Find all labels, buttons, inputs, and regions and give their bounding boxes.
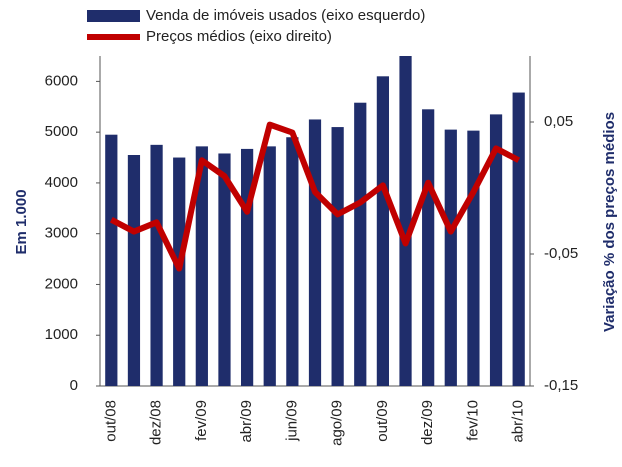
- bar: [286, 137, 299, 386]
- bar: [376, 76, 390, 387]
- bar: [331, 127, 344, 387]
- line: [109, 121, 521, 272]
- bar: [218, 153, 231, 386]
- legend-label: Venda de imóveis usados (eixo esquerdo): [146, 7, 425, 24]
- x-tick-label: dez/08: [148, 400, 165, 445]
- y2-tick-label: 0,05: [544, 113, 573, 130]
- legend-swatch: [87, 10, 140, 22]
- x-tick-label: abr/10: [510, 400, 527, 443]
- y-tick-label: 2000: [45, 275, 78, 292]
- y2-tick-label: -0,05: [544, 245, 578, 262]
- y-tick-label: 4000: [45, 174, 78, 191]
- y2-tick-label: -0,15: [544, 377, 578, 394]
- bar: [354, 102, 367, 386]
- x-tick-label: out/09: [374, 400, 391, 442]
- legend-label: Preços médios (eixo direito): [146, 28, 332, 45]
- x-tick-label: out/08: [102, 400, 119, 442]
- x-tick-label: jun/09: [283, 400, 300, 442]
- bar: [173, 157, 186, 386]
- y-axis-title: Em 1.000: [13, 189, 30, 254]
- y-tick-label: 1000: [45, 326, 78, 343]
- x-tick-label: ago/09: [329, 400, 346, 446]
- y-tick-label: 6000: [45, 72, 78, 89]
- bar: [195, 146, 208, 386]
- bar: [467, 130, 480, 386]
- y-tick-label: 5000: [45, 123, 78, 140]
- bar: [422, 109, 435, 387]
- bar: [105, 134, 118, 386]
- x-tick-label: dez/09: [419, 400, 436, 445]
- x-tick-label: fev/09: [193, 400, 210, 441]
- bar: [127, 155, 141, 386]
- bar: [308, 119, 322, 386]
- bar: [444, 129, 457, 386]
- x-tick-label: abr/09: [238, 400, 255, 443]
- bar: [489, 114, 503, 386]
- x-tick-label: fev/10: [464, 400, 481, 441]
- bar: [399, 56, 412, 386]
- bar: [263, 146, 276, 386]
- y-tick-label: 0: [70, 377, 78, 394]
- bar: [150, 144, 163, 386]
- y2-axis-title: Variação % dos preços médios: [601, 112, 618, 332]
- bar: [512, 92, 525, 387]
- y-tick-label: 3000: [45, 225, 78, 242]
